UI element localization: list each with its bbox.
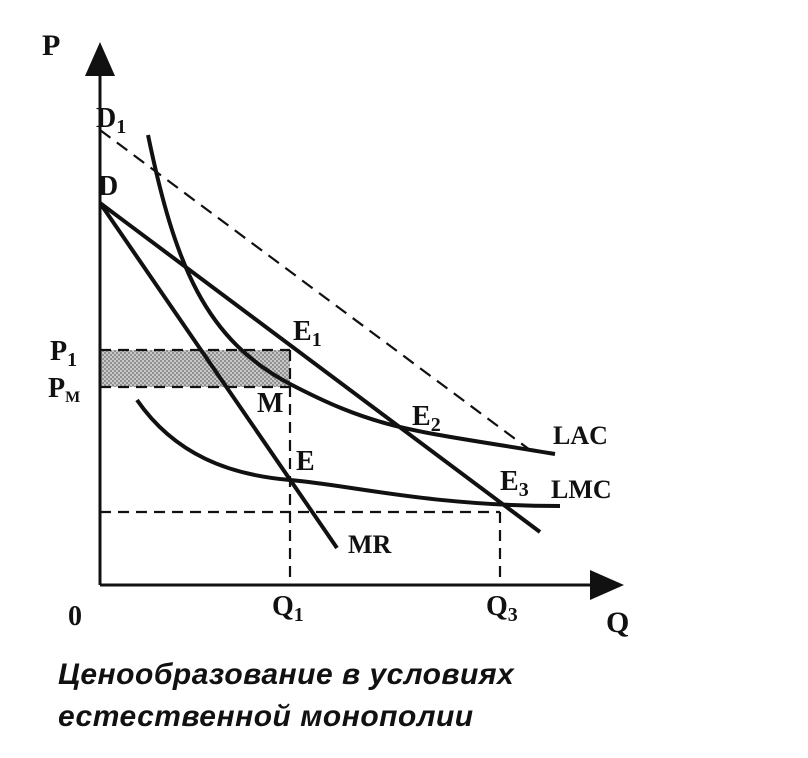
- label-lmc: LMC: [551, 475, 612, 504]
- marginal-revenue-curve: [98, 201, 339, 550]
- y-axis-arrow: [85, 42, 115, 76]
- label-e3: E3: [500, 466, 529, 501]
- y-axis-label: P: [42, 29, 60, 62]
- label-q3: Q3: [486, 591, 518, 626]
- caption-line-2: естественной монополии: [58, 700, 474, 733]
- demand-curve-d1: [99, 129, 531, 451]
- caption-line-1: Ценообразование в условиях: [58, 658, 515, 691]
- label-d: D: [98, 171, 118, 202]
- label-e: E: [296, 446, 315, 477]
- x-axis-label: Q: [606, 606, 629, 639]
- label-m: M: [257, 388, 283, 419]
- label-d1: D1: [96, 103, 126, 138]
- demand-curve-d: [98, 201, 542, 534]
- label-e1: E1: [293, 316, 322, 351]
- x-axis-arrow: [590, 570, 624, 600]
- label-e2: E2: [412, 401, 441, 436]
- lmc-curve: [135, 398, 561, 508]
- lac-curve: [146, 134, 556, 456]
- label-q1: Q1: [272, 591, 304, 626]
- label-mr: MR: [348, 530, 392, 559]
- label-p1: P1: [50, 336, 77, 371]
- shaded-loss-area: [100, 350, 290, 387]
- origin-label: 0: [68, 601, 82, 632]
- label-lac: LAC: [553, 421, 608, 450]
- label-pm: PM: [48, 373, 80, 406]
